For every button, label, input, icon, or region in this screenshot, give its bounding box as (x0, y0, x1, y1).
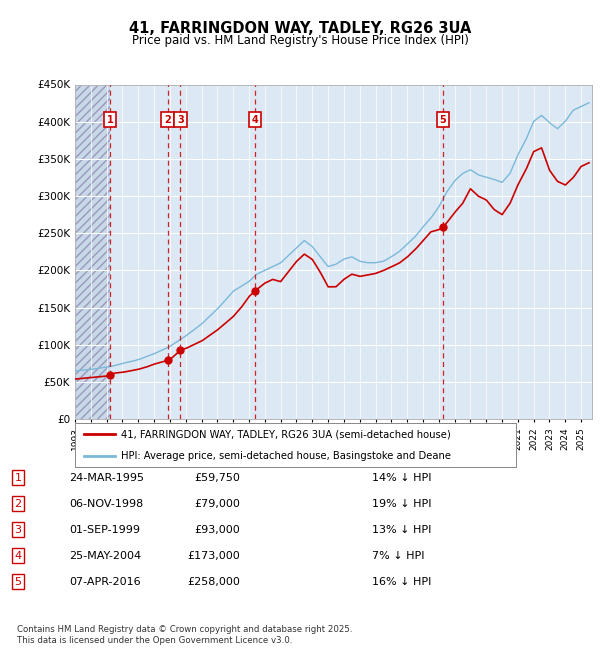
Text: 1: 1 (14, 473, 22, 483)
Text: Price paid vs. HM Land Registry's House Price Index (HPI): Price paid vs. HM Land Registry's House … (131, 34, 469, 47)
Text: 19% ↓ HPI: 19% ↓ HPI (372, 499, 431, 509)
Text: 06-NOV-1998: 06-NOV-1998 (69, 499, 143, 509)
Text: £79,000: £79,000 (194, 499, 240, 509)
Text: 41, FARRINGDON WAY, TADLEY, RG26 3UA: 41, FARRINGDON WAY, TADLEY, RG26 3UA (129, 21, 471, 36)
Text: 25-MAY-2004: 25-MAY-2004 (69, 551, 141, 561)
Text: £173,000: £173,000 (187, 551, 240, 561)
Text: 24-MAR-1995: 24-MAR-1995 (69, 473, 144, 483)
Text: 5: 5 (14, 577, 22, 587)
Text: 4: 4 (252, 114, 259, 125)
Text: 1: 1 (107, 114, 113, 125)
Text: 01-SEP-1999: 01-SEP-1999 (69, 525, 140, 535)
Text: 4: 4 (14, 551, 22, 561)
Text: 5: 5 (440, 114, 446, 125)
Text: 2: 2 (164, 114, 171, 125)
Text: 07-APR-2016: 07-APR-2016 (69, 577, 140, 587)
Bar (75, 84, 110, 419)
Text: 41, FARRINGDON WAY, TADLEY, RG26 3UA (semi-detached house): 41, FARRINGDON WAY, TADLEY, RG26 3UA (se… (121, 430, 451, 439)
Text: 14% ↓ HPI: 14% ↓ HPI (372, 473, 431, 483)
Text: Contains HM Land Registry data © Crown copyright and database right 2025.
This d: Contains HM Land Registry data © Crown c… (17, 625, 352, 645)
Text: 16% ↓ HPI: 16% ↓ HPI (372, 577, 431, 587)
Text: £258,000: £258,000 (187, 577, 240, 587)
Text: 7% ↓ HPI: 7% ↓ HPI (372, 551, 425, 561)
Text: £93,000: £93,000 (194, 525, 240, 535)
Text: £59,750: £59,750 (194, 473, 240, 483)
Text: 3: 3 (177, 114, 184, 125)
Text: 13% ↓ HPI: 13% ↓ HPI (372, 525, 431, 535)
Text: 2: 2 (14, 499, 22, 509)
Text: HPI: Average price, semi-detached house, Basingstoke and Deane: HPI: Average price, semi-detached house,… (121, 450, 451, 461)
Text: 3: 3 (14, 525, 22, 535)
